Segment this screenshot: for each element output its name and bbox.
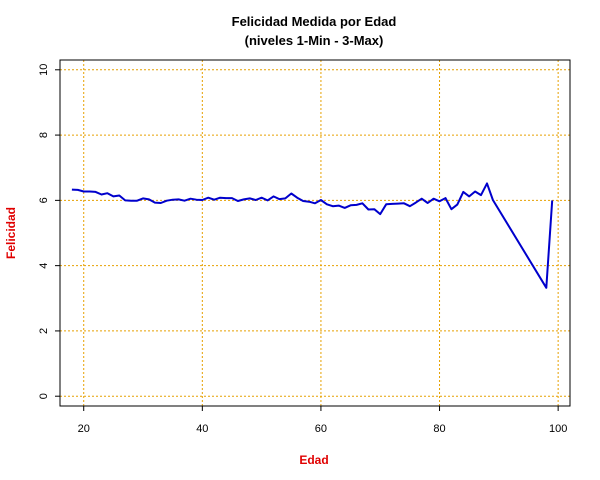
y-tick-label: 8 [38, 132, 50, 138]
x-tick-label: 80 [433, 423, 445, 435]
y-tick-label: 4 [38, 263, 50, 269]
series-group [71, 182, 554, 289]
y-tick-label: 10 [38, 64, 50, 76]
x-axis: 20 40 60 80 100 [78, 406, 567, 435]
x-tick-label: 40 [196, 423, 208, 435]
series-line [71, 182, 554, 289]
plot-frame [59, 59, 571, 407]
x-tick-label: 100 [549, 423, 567, 435]
y-axis-label: Felicidad [4, 207, 18, 259]
plot-border [59, 59, 571, 407]
x-axis-label: Edad [299, 453, 328, 467]
x-tick-label: 20 [78, 423, 90, 435]
chart-subtitle: (niveles 1-Min - 3-Max) [245, 33, 384, 48]
y-tick-label: 6 [38, 197, 50, 203]
y-axis: 0 2 4 6 8 10 [38, 64, 60, 399]
grid [60, 60, 570, 406]
chart-title: Felicidad Medida por Edad [232, 14, 397, 29]
y-tick-label: 0 [38, 393, 50, 399]
x-tick-label: 60 [315, 423, 327, 435]
y-tick-label: 2 [38, 328, 50, 334]
